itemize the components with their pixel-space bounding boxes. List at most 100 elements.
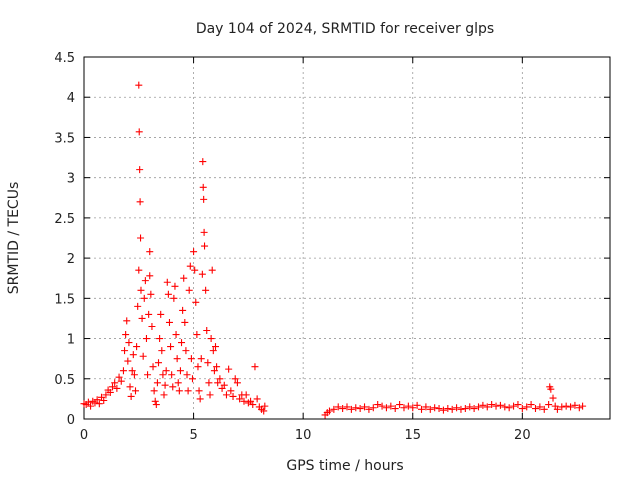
x-axis: 0 5 10 15 20: [80, 57, 531, 443]
data-point: [210, 367, 218, 375]
data-point: [547, 385, 555, 393]
data-point: [135, 128, 143, 136]
data-point: [84, 398, 92, 406]
data-point: [108, 383, 116, 391]
data-point: [531, 405, 539, 413]
data-point: [165, 318, 173, 326]
data-point: [201, 242, 209, 250]
data-point: [540, 405, 548, 413]
data-point: [549, 394, 557, 402]
data-point: [158, 347, 166, 355]
data-point: [162, 367, 170, 375]
data-point: [188, 375, 196, 383]
data-point: [382, 404, 390, 412]
plot-frame: [83, 56, 611, 420]
data-point: [130, 371, 138, 379]
data-point: [168, 371, 176, 379]
data-point: [369, 404, 377, 412]
data-point: [505, 404, 513, 412]
data-point: [479, 401, 487, 409]
data-point: [191, 266, 199, 274]
data-point: [579, 402, 587, 410]
data-point: [356, 405, 364, 413]
data-point: [169, 383, 177, 391]
data-point: [151, 397, 159, 405]
data-point: [261, 402, 269, 410]
data-point: [236, 395, 244, 403]
data-point: [396, 401, 404, 409]
data-point: [193, 331, 201, 339]
x-tick-label: 10: [295, 428, 312, 443]
data-point: [199, 183, 207, 191]
y-tick-label: 2.5: [54, 212, 75, 227]
data-point: [253, 395, 261, 403]
data-point: [431, 404, 439, 412]
data-point: [409, 404, 417, 412]
data-point: [192, 298, 200, 306]
data-point: [170, 294, 178, 302]
data-point: [448, 405, 456, 413]
y-tick-label: 2: [67, 252, 75, 267]
data-point: [231, 375, 239, 383]
data-point: [185, 286, 193, 294]
data-point: [466, 403, 474, 411]
data-point: [483, 403, 491, 411]
y-tick-label: 3: [67, 172, 75, 187]
data-point: [119, 367, 127, 375]
data-point: [121, 347, 129, 355]
data-point: [176, 367, 184, 375]
x-tick-label: 0: [80, 428, 88, 443]
x-tick-label: 20: [514, 428, 531, 443]
data-point: [156, 335, 164, 343]
data-point: [183, 371, 191, 379]
data-point: [159, 371, 167, 379]
data-point: [95, 400, 103, 408]
data-point: [161, 381, 169, 389]
chart-title: Day 104 of 2024, SRMTID for receiver glp…: [196, 21, 494, 37]
data-point: [216, 375, 224, 383]
y-tick-label: 1.5: [54, 292, 75, 307]
data-point: [173, 355, 181, 363]
data-point: [209, 347, 217, 355]
data-point: [111, 379, 119, 387]
data-point: [146, 248, 154, 256]
data-point: [496, 401, 504, 409]
data-point: [124, 357, 132, 365]
data-point: [227, 387, 235, 395]
data-point: [200, 195, 208, 203]
data-point: [422, 403, 430, 411]
data-point: [117, 377, 125, 385]
data-point: [198, 270, 206, 278]
data-point: [536, 403, 544, 411]
data-point: [133, 343, 141, 351]
data-point: [179, 306, 187, 314]
data-point: [136, 198, 144, 206]
data-point: [93, 396, 101, 404]
data-point: [334, 403, 342, 411]
data-point: [206, 391, 214, 399]
data-point: [200, 228, 208, 236]
y-tick-label: 0.5: [54, 373, 75, 388]
data-point: [115, 373, 123, 381]
data-point: [567, 403, 575, 411]
data-point: [122, 331, 130, 339]
data-point: [208, 266, 216, 274]
data-point: [100, 396, 108, 404]
data-point: [470, 405, 478, 413]
data-point: [330, 405, 338, 413]
data-point: [167, 343, 175, 351]
data-point: [214, 379, 222, 387]
data-point: [222, 391, 230, 399]
data-point: [145, 310, 153, 318]
data-point: [213, 363, 221, 371]
data-point: [137, 286, 145, 294]
data-point: [444, 405, 452, 413]
data-point: [260, 407, 268, 415]
data-point: [184, 387, 192, 395]
data-points: [80, 81, 587, 419]
data-point: [134, 302, 142, 310]
data-point: [137, 234, 145, 242]
data-point: [123, 317, 131, 325]
data-point: [187, 355, 195, 363]
